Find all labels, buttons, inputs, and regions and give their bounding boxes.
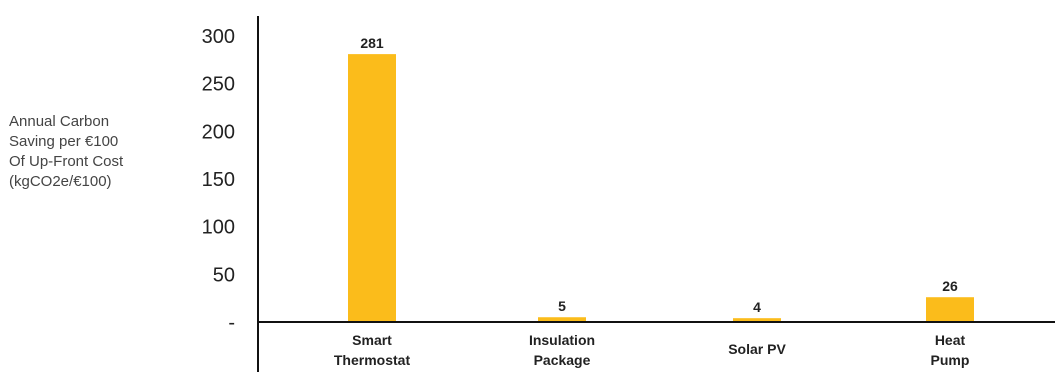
y-tick-label: 200 bbox=[202, 121, 235, 143]
x-tick-label: Pump bbox=[931, 352, 970, 368]
x-tick-label: Package bbox=[534, 352, 591, 368]
y-axis-label-line: Annual Carbon bbox=[9, 113, 109, 130]
y-tick-label: 150 bbox=[202, 169, 235, 191]
y-axis-label-line: Of Up-Front Cost bbox=[9, 153, 124, 170]
x-tick-label: Solar PV bbox=[728, 341, 786, 357]
y-axis-label-line: Saving per €100 bbox=[9, 133, 118, 150]
y-tick-label: 100 bbox=[202, 217, 235, 239]
bars bbox=[348, 54, 974, 322]
y-axis-label-line: (kgCO2e/€100) bbox=[9, 173, 112, 190]
x-axis-ticks: Smart Thermostat Insulation Package Solar PV… bbox=[334, 332, 970, 368]
y-tick-label: 250 bbox=[202, 74, 235, 96]
data-label: 26 bbox=[942, 278, 958, 294]
data-label: 4 bbox=[753, 299, 761, 315]
y-axis-label: Annual Carbon Saving per €100 Of Up-Front … bbox=[9, 113, 124, 190]
y-tick-label: - bbox=[228, 312, 235, 334]
data-labels: 281 5 4 26 bbox=[360, 35, 958, 315]
bar bbox=[733, 318, 781, 322]
data-label: 5 bbox=[558, 298, 566, 314]
x-tick-label: Thermostat bbox=[334, 352, 411, 368]
y-axis-ticks: 300 250 200 150 100 50 - bbox=[202, 26, 235, 334]
bar bbox=[348, 54, 396, 322]
bar bbox=[926, 297, 974, 322]
y-tick-label: 300 bbox=[202, 26, 235, 48]
x-tick-label: Smart bbox=[352, 332, 392, 348]
x-tick-label: Heat bbox=[935, 332, 966, 348]
x-tick-label: Insulation bbox=[529, 332, 595, 348]
y-tick-label: 50 bbox=[213, 264, 235, 286]
bar bbox=[538, 317, 586, 322]
data-label: 281 bbox=[360, 35, 384, 51]
